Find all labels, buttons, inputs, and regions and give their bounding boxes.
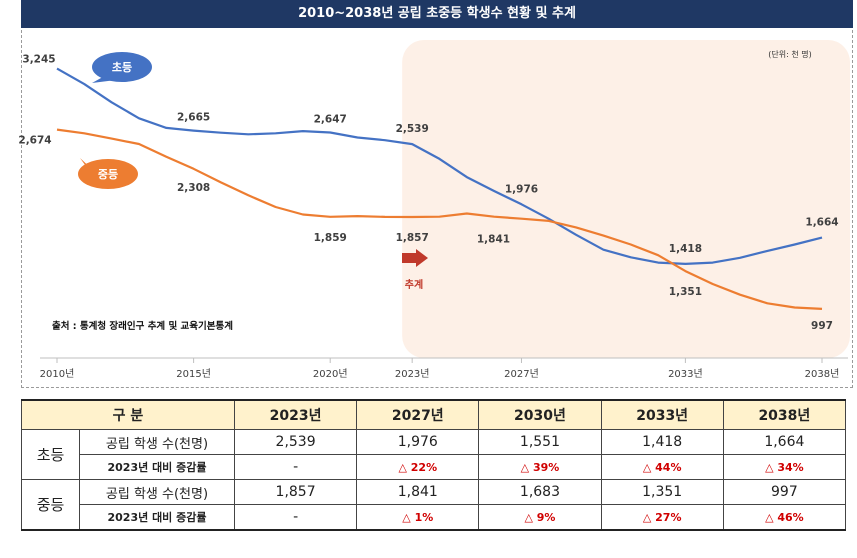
unit-note: (단위: 천 명) [768, 49, 811, 59]
table-cell: 1,351 [600, 479, 724, 505]
forecast-region [402, 40, 850, 358]
x-tick-label: 2033년 [668, 368, 703, 380]
source-note: 출처 : 통계청 장래인구 추계 및 교육기본통계 [52, 320, 233, 332]
table-cell: 1,551 [478, 429, 602, 455]
data-label: 2,674 [18, 135, 51, 147]
table-header-row: 구 분 2023년 2027년 2030년 2033년 2038년 [21, 399, 847, 430]
elementary-callout-label: 초등 [112, 61, 132, 74]
table-cell: 1,664 [722, 429, 847, 455]
row-label: 2023년 대비 증감률 [79, 454, 235, 480]
table-header-cell: 2038년 [722, 399, 847, 430]
table-cell: △ 44% [600, 454, 724, 480]
data-label: 997 [811, 320, 833, 332]
x-tick-label: 2010년 [40, 368, 75, 380]
series-line-middle [56, 128, 823, 310]
series-line-elementary [56, 67, 823, 265]
table-cell: 1,683 [478, 479, 602, 505]
data-label: 1,418 [669, 243, 702, 255]
table-cell: △ 9% [478, 504, 602, 531]
row-label: 2023년 대비 증감률 [79, 504, 235, 531]
table-header-cell: 구 분 [21, 399, 235, 430]
data-table: 구 분 2023년 2027년 2030년 2033년 2038년 초등 공립 … [21, 399, 847, 531]
table-header-cell: 2030년 [478, 399, 602, 430]
table-cell: 1,857 [233, 479, 358, 505]
table-cell: 2,539 [233, 429, 358, 455]
data-label: 1,976 [505, 183, 538, 195]
table-cell: △ 46% [722, 504, 847, 531]
data-label: 2,647 [314, 114, 347, 126]
x-tick-label: 2020년 [313, 368, 348, 380]
x-tick-label: 2015년 [176, 368, 211, 380]
x-axis: 2010년 2015년 2020년 2023년 2027년 2033년 2038년 [40, 357, 848, 380]
data-label: 1,841 [477, 234, 510, 246]
elementary-callout-bubble [92, 52, 152, 82]
table-cell: △ 34% [722, 454, 847, 480]
x-tick-label: 2023년 [395, 368, 430, 380]
x-tick-label: 2027년 [504, 368, 539, 380]
x-tick-label: 2038년 [805, 368, 840, 380]
table-row: 중등 공립 학생 수(천명) 1,857 1,841 1,683 1,351 9… [21, 479, 847, 531]
table-cell: - [233, 454, 358, 480]
table-cell: △ 39% [478, 454, 602, 480]
data-label: 2,308 [177, 182, 210, 194]
data-label: 1,857 [396, 232, 429, 244]
series-layer [56, 67, 823, 310]
table-cell: △ 22% [356, 454, 480, 480]
table-cell: 1,841 [356, 479, 480, 505]
data-label: 2,665 [177, 112, 210, 124]
data-label: 1,859 [314, 232, 347, 244]
middle-callout-bubble [78, 159, 138, 189]
table-row: 초등 공립 학생 수(천명) 2,539 1,976 1,551 1,418 1… [21, 429, 847, 480]
table-cell: △ 27% [600, 504, 724, 531]
data-label: 3,245 [22, 54, 55, 66]
line-chart: 2010년 2015년 2020년 2023년 2027년 2033년 2038년 3,24… [18, 40, 850, 380]
table-header-cell: 2033년 [600, 399, 724, 430]
table-cell: 1,418 [600, 429, 724, 455]
data-label: 2,539 [396, 123, 429, 135]
table-row: 2023년 대비 증감률 - △ 22% △ 39% △ 44% △ 34% [22, 454, 847, 480]
table-cell: - [233, 504, 358, 531]
data-labels: 3,245 2,665 2,647 2,539 1,976 1,418 1,664 2,674… [18, 54, 838, 332]
data-label: 1,664 [805, 217, 838, 229]
data-label: 1,351 [669, 286, 702, 298]
forecast-label: 추계 [405, 278, 423, 291]
row-label: 공립 학생 수(천명) [79, 479, 235, 505]
row-label: 공립 학생 수(천명) [79, 429, 235, 455]
forecast-arrow-icon [402, 249, 428, 267]
table-header-cell: 2023년 [233, 399, 358, 430]
table-cell: △ 1% [356, 504, 480, 531]
group-label: 초등 [21, 429, 80, 480]
table-cell: 1,976 [356, 429, 480, 455]
chart-title: 2010~2038년 공립 초중등 학생수 현황 및 추계 [21, 0, 853, 28]
table-row: 2023년 대비 증감률 - △ 1% △ 9% △ 27% △ 46% [22, 504, 847, 531]
group-label: 중등 [21, 479, 80, 531]
middle-callout-label: 중등 [98, 168, 118, 181]
table-header-cell: 2027년 [356, 399, 480, 430]
table-cell: 997 [722, 479, 847, 505]
